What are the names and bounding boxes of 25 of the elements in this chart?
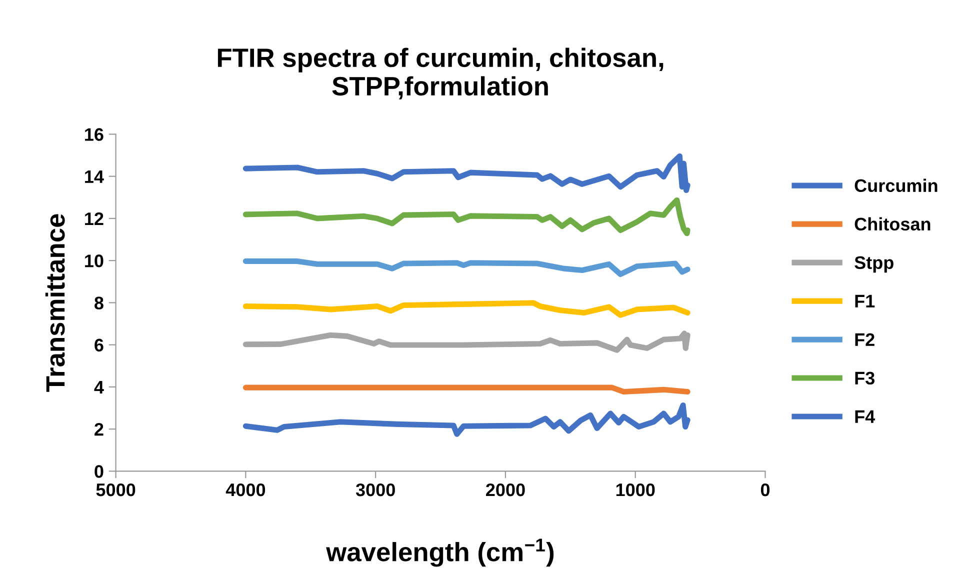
y-tick-label: 12 bbox=[85, 212, 104, 225]
y-tick-label: 6 bbox=[94, 338, 104, 352]
x-tick-label: 3000 bbox=[356, 483, 395, 496]
x-tick-label: 2000 bbox=[486, 483, 525, 496]
chart-title: FTIR spectra of curcumin, chitosan, STPP,formulation bbox=[218, 48, 664, 100]
legend-label: Chitosan bbox=[854, 217, 930, 231]
legend-label: F2 bbox=[855, 333, 874, 346]
y-tick-label: 4 bbox=[94, 381, 104, 394]
x-tick-label: 5000 bbox=[96, 483, 136, 496]
legend-label: F4 bbox=[855, 410, 876, 423]
y-tick-label: 14 bbox=[85, 170, 104, 183]
x-tick-label: 0 bbox=[760, 483, 770, 496]
x-tick-label: 1000 bbox=[616, 483, 655, 496]
y-tick-label: 8 bbox=[94, 296, 104, 310]
y-tick-label: 16 bbox=[85, 128, 104, 141]
y-tick-label: 0 bbox=[94, 465, 104, 478]
x-axis-title: wavelength (cm$^{−1}$) bbox=[326, 538, 554, 567]
y-axis-title: Transmittance bbox=[45, 214, 65, 392]
legend-label: F3 bbox=[855, 372, 874, 385]
y-tick-label: 10 bbox=[85, 254, 104, 268]
legend-label: Stpp bbox=[854, 256, 894, 273]
y-tick-label: 2 bbox=[94, 422, 104, 436]
legend-label: F1 bbox=[855, 294, 875, 308]
legend-label: Curcumin bbox=[854, 178, 938, 192]
x-tick-label: 4000 bbox=[226, 483, 266, 496]
